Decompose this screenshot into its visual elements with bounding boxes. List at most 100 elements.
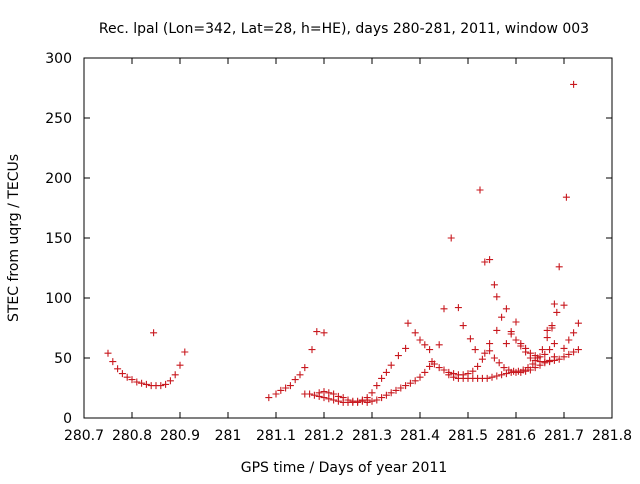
- data-point: [500, 364, 508, 372]
- data-point: [440, 305, 448, 313]
- data-point: [541, 358, 549, 366]
- data-point: [157, 382, 165, 390]
- data-point: [445, 371, 453, 379]
- data-point: [490, 354, 498, 362]
- data-point: [546, 356, 554, 364]
- x-tick-label: 280.8: [112, 428, 152, 444]
- data-point: [502, 370, 510, 378]
- data-point: [171, 371, 179, 379]
- x-tick-label: 281: [215, 428, 242, 444]
- data-point: [565, 336, 573, 344]
- data-point: [524, 364, 532, 372]
- data-point: [488, 373, 496, 381]
- data-point: [543, 326, 551, 334]
- data-point: [421, 341, 429, 349]
- data-point: [320, 329, 328, 337]
- data-point: [382, 391, 390, 399]
- data-point: [476, 186, 484, 194]
- x-tick-label: 281.8: [592, 428, 632, 444]
- data-point: [402, 382, 410, 390]
- data-point: [574, 346, 582, 354]
- y-tick-label: 0: [63, 411, 72, 427]
- data-point: [486, 347, 494, 355]
- data-point: [507, 330, 515, 338]
- data-point: [519, 366, 527, 374]
- x-tick-label: 281.2: [304, 428, 344, 444]
- x-tick-label: 280.9: [160, 428, 200, 444]
- data-point: [440, 366, 448, 374]
- data-point: [548, 322, 556, 330]
- data-point: [181, 348, 189, 356]
- y-tick-label: 150: [45, 231, 72, 247]
- data-point: [538, 346, 546, 354]
- y-axis-label: STEC from uqrg / TECUs: [6, 154, 22, 322]
- data-point: [313, 328, 321, 336]
- data-point: [555, 263, 563, 271]
- data-point: [368, 397, 376, 405]
- data-point: [142, 380, 150, 388]
- chart-title: Rec. lpal (Lon=342, Lat=28, h=HE), days …: [99, 21, 589, 37]
- data-point: [459, 322, 467, 330]
- data-point: [114, 365, 122, 373]
- data-point: [404, 319, 412, 327]
- data-point: [481, 349, 489, 357]
- data-point: [373, 382, 381, 390]
- data-point: [334, 392, 342, 400]
- data-point: [123, 373, 131, 381]
- data-point: [387, 361, 395, 369]
- data-point: [330, 390, 338, 398]
- data-point: [387, 389, 395, 397]
- x-axis-label: GPS time / Days of year 2011: [241, 460, 448, 476]
- data-point: [562, 193, 570, 201]
- data-point: [104, 349, 112, 357]
- data-point: [109, 358, 117, 366]
- data-point: [368, 389, 376, 397]
- data-point: [406, 379, 414, 387]
- data-point: [466, 335, 474, 343]
- data-point: [498, 371, 506, 379]
- data-point: [498, 313, 506, 321]
- data-point: [469, 367, 477, 375]
- data-point: [512, 336, 520, 344]
- data-point: [150, 329, 158, 337]
- data-point: [166, 377, 174, 385]
- x-tick-label: 281.5: [448, 428, 488, 444]
- data-point: [411, 329, 419, 337]
- data-point: [416, 336, 424, 344]
- data-point: [291, 376, 299, 384]
- data-point: [176, 361, 184, 369]
- data-point: [306, 390, 314, 398]
- data-point: [277, 386, 285, 394]
- data-point: [553, 308, 561, 316]
- data-point: [550, 340, 558, 348]
- data-point: [447, 234, 455, 242]
- data-point: [543, 334, 551, 342]
- data-point: [315, 389, 323, 397]
- data-point: [531, 356, 539, 364]
- data-point: [296, 371, 304, 379]
- x-tick-label: 281.4: [400, 428, 440, 444]
- data-point: [505, 366, 513, 374]
- data-point: [550, 353, 558, 361]
- x-tick-label: 281.7: [544, 428, 584, 444]
- data-point: [394, 352, 402, 360]
- data-point: [133, 378, 141, 386]
- data-point: [478, 355, 486, 363]
- data-point: [502, 340, 510, 348]
- data-point: [531, 364, 539, 372]
- data-point: [282, 384, 290, 392]
- data-point: [320, 394, 328, 402]
- plot-frame: [83, 57, 613, 419]
- y-tick-label: 300: [45, 51, 72, 67]
- data-point: [330, 396, 338, 404]
- data-point: [421, 368, 429, 376]
- data-point: [560, 353, 568, 361]
- data-point: [128, 376, 136, 384]
- y-tick-label: 200: [45, 171, 72, 187]
- data-point: [265, 394, 273, 402]
- data-point: [486, 256, 494, 264]
- data-point: [502, 305, 510, 313]
- data-point: [392, 386, 400, 394]
- data-point: [512, 318, 520, 326]
